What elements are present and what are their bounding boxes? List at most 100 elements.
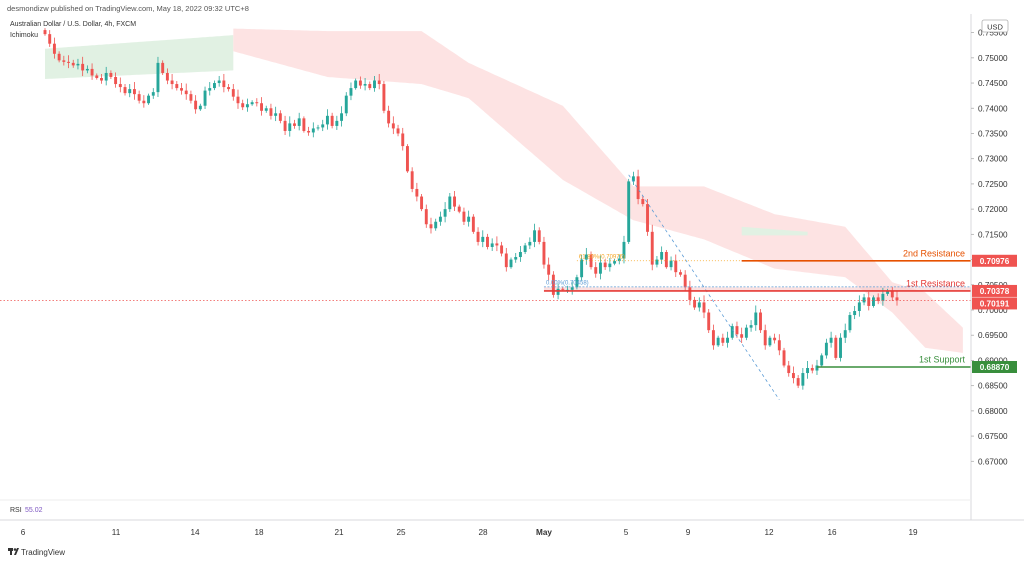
candle-body (156, 62, 160, 93)
candle-body (504, 253, 508, 268)
candle-body (165, 72, 169, 81)
candle-body (354, 80, 358, 89)
candle-body (669, 260, 673, 268)
instrument-title[interactable]: Australian Dollar / U.S. Dollar, 4h, FXC… (10, 21, 136, 28)
y-tick-label: 0.67500 (978, 432, 1008, 441)
candle-body (368, 84, 372, 89)
candle-body (664, 252, 668, 268)
candle-body (787, 365, 791, 374)
candle-body (796, 378, 800, 386)
cloud-segment-bull (45, 35, 234, 79)
candle-body (311, 128, 315, 133)
level-label: 1st Resistance (906, 278, 965, 288)
candle-body (575, 277, 579, 288)
candle-body (100, 78, 103, 81)
candle-body (523, 245, 527, 252)
candle-body (245, 104, 249, 108)
candle-body (857, 302, 861, 311)
candle-body (104, 72, 108, 81)
y-tick-label: 0.73000 (978, 155, 1008, 164)
candle-body (203, 90, 207, 106)
candle-body (184, 90, 188, 95)
level-label: 1st Support (919, 354, 966, 364)
price-badge-label: 0.70191 (980, 299, 1010, 308)
candle-body (52, 43, 56, 54)
candle-body (410, 171, 414, 189)
candle-body (537, 230, 541, 242)
candle-body (330, 115, 334, 126)
candle-body (650, 231, 654, 265)
time-axis[interactable]: 6 11 14 18 21 25 28 May 5 9 12 16 19 (21, 528, 918, 537)
fib-level-label: 0.00%(0.70458) (546, 280, 589, 286)
candle-body (749, 325, 753, 328)
candle-body (175, 84, 179, 89)
candle-body (890, 291, 894, 298)
candle-body (85, 68, 89, 71)
candle-body (533, 230, 537, 242)
ichimoku-cloud (45, 28, 963, 353)
candle-body (617, 258, 621, 262)
candle-body (777, 340, 781, 351)
currency-label-box[interactable] (981, 19, 1009, 33)
candle-body (641, 199, 645, 205)
price-badges: 0.70976 0.70378 0.70191 0.68870 (972, 254, 1017, 373)
candle-body (613, 261, 617, 264)
level-overlays: 0.00%(0.70458) 61.80%(0.70976) 2nd Resista… (0, 174, 971, 400)
candle-body (415, 188, 419, 197)
candle-body (448, 196, 452, 210)
candle-body (646, 204, 649, 232)
candle-body (335, 120, 339, 126)
candle-body (895, 297, 899, 301)
candle-body (471, 216, 475, 232)
candle-body (288, 123, 292, 131)
candle-body (48, 34, 52, 44)
candle-body (660, 252, 664, 260)
candle-body (716, 337, 720, 346)
candle-body (688, 287, 692, 300)
candle-body (881, 293, 885, 301)
candle-body (702, 302, 706, 313)
candle-body (349, 88, 353, 96)
y-tick-label: 0.68000 (978, 407, 1008, 416)
candle-body (316, 127, 320, 129)
candle-body (679, 272, 682, 275)
candle-body (302, 118, 306, 131)
candle-body (740, 334, 744, 338)
candle-body (584, 254, 588, 260)
candle-body (161, 62, 165, 73)
tradingview-logo-icon[interactable] (8, 548, 19, 555)
candle-body (297, 118, 301, 126)
candle-body (707, 312, 711, 331)
candle-body (241, 103, 245, 108)
candle-body (594, 267, 598, 274)
candle-body (476, 231, 480, 242)
candle-body (227, 87, 231, 90)
candle-body (806, 368, 810, 374)
candle-body (886, 291, 890, 294)
candle-body (773, 337, 777, 341)
candle-body (872, 297, 875, 306)
candle-body (782, 350, 786, 366)
candle-body (631, 176, 635, 182)
candle-body (547, 264, 551, 275)
rsi-label[interactable]: RSI (10, 507, 22, 514)
candlestick-series (43, 28, 899, 390)
candle-body (457, 206, 461, 212)
indicator-label[interactable]: Ichimoku (10, 32, 38, 39)
candle-body (151, 92, 155, 96)
tradingview-brand[interactable]: TradingView (21, 548, 65, 557)
candle-body (109, 72, 113, 77)
price-axis[interactable]: 0.75500 0.75000 0.74500 0.74000 0.73500 0.730… (971, 29, 1008, 467)
y-tick-label: 0.73500 (978, 129, 1008, 138)
candle-body (264, 108, 268, 111)
candle-body (462, 211, 466, 222)
candle-body (438, 216, 442, 222)
candle-body (62, 60, 66, 62)
candle-body (373, 80, 376, 89)
candle-body (876, 297, 880, 301)
candle-body (486, 236, 489, 247)
currency-label: USD (987, 23, 1003, 32)
level-label: 2nd Resistance (903, 248, 965, 258)
